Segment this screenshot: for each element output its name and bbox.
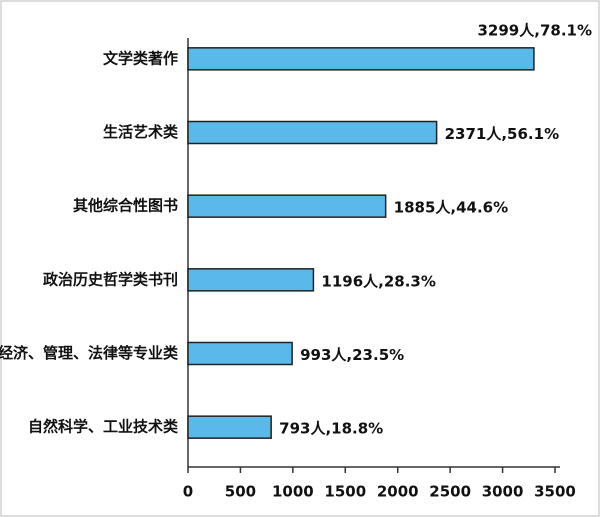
value-label: 2371人,56.1% xyxy=(445,125,560,143)
y-tick-label: 文学类著作 xyxy=(103,49,178,67)
bar xyxy=(187,120,438,145)
x-tick-label: 3500 xyxy=(534,483,576,501)
value-label: 793人,18.8% xyxy=(279,420,383,438)
value-label: 3299人,78.1% xyxy=(478,21,593,39)
x-tick-label: 3000 xyxy=(482,483,524,501)
value-label: 1885人,44.6% xyxy=(394,199,509,217)
y-tick-label: 经济、管理、法律等专业类 xyxy=(0,344,179,362)
bar xyxy=(187,194,387,218)
y-tick-label: 其他综合性图书 xyxy=(73,197,178,215)
bar xyxy=(187,47,535,71)
x-tick-label: 1000 xyxy=(272,483,314,501)
x-tick-label: 0 xyxy=(183,483,193,501)
x-tick-label: 1500 xyxy=(324,483,366,501)
value-label: 1196人,28.3% xyxy=(321,272,436,290)
bar xyxy=(187,268,315,292)
value-label: 993人,23.5% xyxy=(300,346,404,364)
bar xyxy=(187,415,272,439)
x-tick-label: 2000 xyxy=(377,483,419,501)
bar xyxy=(187,341,293,366)
x-tick-label: 500 xyxy=(225,483,256,501)
y-tick-label: 政治历史哲学类书刊 xyxy=(43,270,178,288)
y-tick-label: 生活艺术类 xyxy=(103,123,179,141)
x-tick-label: 2500 xyxy=(429,483,471,501)
y-tick-label: 自然科学、工业技术类 xyxy=(28,418,179,436)
